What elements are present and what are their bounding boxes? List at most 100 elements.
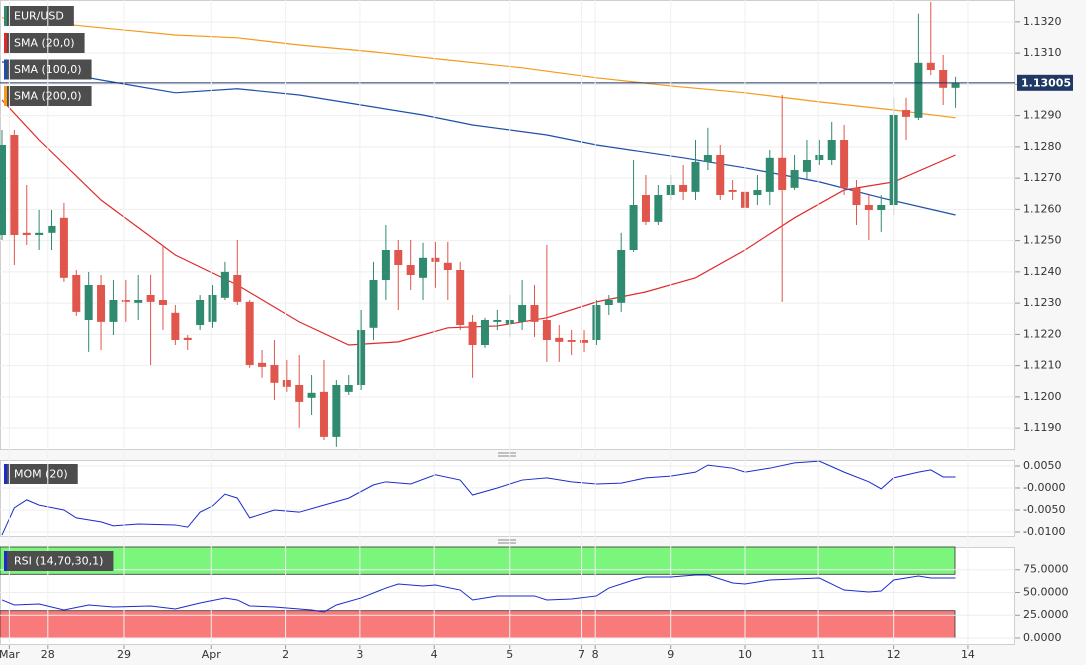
legend-swatch [4,464,7,484]
candle-body [641,195,650,222]
candle-body [406,265,415,275]
y-tick-label: 1.1230 [1023,296,1062,309]
separator-handle [498,452,516,544]
candle-body [939,70,948,88]
candle-body [518,305,527,322]
candle-body [282,380,291,387]
candle-body [357,330,366,385]
candle-body [196,300,205,325]
candle-body [245,301,254,365]
candle-body [344,385,353,392]
x-tick-label: 12 [887,648,901,661]
candle-body [431,257,440,262]
legend-label: RSI (14,70,30,1) [14,555,103,568]
candle-body [827,140,836,160]
x-tick-label: Apr [202,648,222,661]
y-tick-label: 1.1310 [1023,46,1062,59]
candle-body [468,321,477,345]
y-tick-label: -0.0100 [1023,525,1065,538]
x-tick-label: 7 [578,648,585,661]
candle-body [852,187,861,205]
y-tick-label: 1.1200 [1023,390,1062,403]
y-tick-label: 1.1210 [1023,359,1062,372]
legend-swatch [4,6,7,26]
candle-body [703,155,712,162]
candle-body [158,300,167,305]
y-tick-label: 1.1290 [1023,109,1062,122]
candle-body [592,305,601,340]
candle-body [902,110,911,117]
series-line [1,17,956,119]
candle-body [691,161,700,192]
candle-body [926,62,935,70]
y-tick-label: 25.0000 [1023,608,1069,621]
candle-body [480,320,489,345]
series-line [1,574,956,613]
x-tick-label: 2 [282,648,289,661]
x-tick-label: 9 [667,648,674,661]
candle-body [753,190,762,195]
candle-body [914,62,923,118]
candle-body [530,305,539,322]
candle-body [951,82,960,88]
candle-body [580,340,589,343]
x-tick-label: 8 [592,648,599,661]
legend-swatch [4,551,7,571]
candle-body [47,225,56,233]
legend-swatch [4,33,7,53]
candle-body [134,300,143,303]
y-tick-label: 1.1260 [1023,202,1062,215]
x-tick-label: 28 [41,648,55,661]
candle-body [233,275,242,302]
candle-body [456,270,465,325]
y-tick-label: 75.0000 [1023,563,1069,576]
y-tick-label: -0.0000 [1023,481,1065,494]
candle-body [381,250,390,280]
candle-body [778,157,787,190]
candle-body [654,195,663,222]
candle-body [864,205,873,210]
candle-body [183,337,192,340]
candle-body [394,250,403,265]
candle-body [97,285,106,322]
candle-body [307,392,316,398]
candle-body [419,257,428,278]
candle-body [567,340,576,342]
y-tick-label: 1.1270 [1023,171,1062,184]
series-line [1,460,956,536]
panel [0,0,1015,450]
candle-body [59,217,68,278]
candle-body [319,391,328,437]
candle-body [171,312,180,340]
candle-body [270,365,279,383]
candle-body [716,155,725,195]
candle-body [369,280,378,328]
candle-body [629,205,638,250]
candle-body [109,300,118,322]
candle-body [617,250,626,303]
y-tick-label: 1.1280 [1023,140,1062,153]
y-tick-label: 0.0000 [1023,631,1062,644]
last-price-label: 1.13005 [1021,76,1071,89]
candle-body [443,262,452,270]
candle-body [258,362,267,367]
y-tick-label: 0.0050 [1023,459,1062,472]
legend-box [4,551,114,571]
x-tick-label: 3 [356,648,363,661]
candle-body [10,135,19,235]
candle-body [802,160,811,172]
last-price-box [1017,74,1073,91]
candle-body [790,170,799,188]
candle-body [493,320,502,322]
candle-body [22,232,31,235]
candle-body [332,385,341,437]
legend-box [4,464,78,484]
y-tick-label: 1.1220 [1023,327,1062,340]
candle-body [679,185,688,192]
candle-body [877,205,886,210]
legend-label: SMA (20,0) [14,37,75,50]
candle-body [146,295,155,302]
x-tick-label: 4 [431,648,438,661]
